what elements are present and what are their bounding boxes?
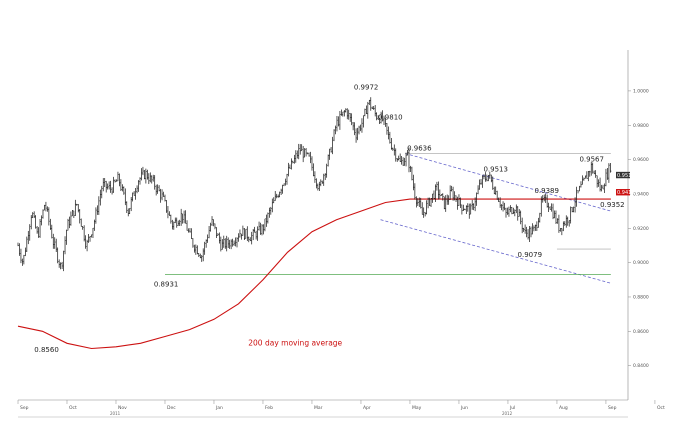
- current-value-label: 0.9410: [617, 190, 635, 196]
- y-tick-label: 0.9400: [633, 191, 649, 197]
- axes-layer: 1.0000 0.9800 0.9600 0.9400 0.9200 0.9000 0.88…: [17, 50, 665, 418]
- y-tick-label: 1.0000: [633, 88, 649, 94]
- moving-average-layer: [17, 198, 611, 350]
- x-tick-label: Jan: [215, 405, 223, 411]
- y-tick-label: 0.9600: [633, 157, 649, 163]
- x-tick-label: Nov: [118, 405, 127, 411]
- x-tick-label: Jun: [460, 405, 468, 411]
- x-tick-label: Oct: [657, 405, 665, 411]
- price-annotation: 0.9636: [407, 144, 432, 152]
- x-tick-label: Feb: [265, 405, 273, 411]
- price-annotation: 0.9352: [600, 201, 625, 209]
- x-tick-label: Aug: [559, 405, 568, 411]
- price-annotation: 0.9389: [534, 187, 559, 195]
- y-tick-label: 0.8800: [633, 294, 649, 300]
- x-tick-label: Oct: [69, 405, 77, 411]
- y-tick-label: 0.9200: [633, 226, 649, 232]
- price-annotation: 0.9810: [378, 114, 403, 122]
- price-annotation: 0.9972: [354, 84, 379, 92]
- x-year-label: 2012: [502, 411, 513, 416]
- price-annotation: 0.9513: [483, 166, 508, 174]
- x-tick-label: Mar: [314, 405, 323, 411]
- y-tick-label: 0.9000: [633, 260, 649, 266]
- annotation-layer: 0.9972 0.9810 0.9636 0.9513 0.9567 0.9389 0.93…: [34, 84, 624, 354]
- x-tick-label: Sep: [608, 405, 617, 411]
- x-tick-label: Sep: [20, 405, 29, 411]
- x-tick-label: Jul: [509, 405, 515, 411]
- trendline-channel-upper: [404, 153, 611, 212]
- x-tick-label: May: [412, 405, 422, 411]
- x-tick-label: Dec: [167, 405, 176, 411]
- price-annotation: 0.8560: [34, 346, 59, 354]
- price-annotation: 0.9079: [518, 251, 543, 259]
- price-annotation: 0.8931: [154, 280, 179, 288]
- y-tick-label: 0.8400: [633, 363, 649, 369]
- moving-average-label: 200 day moving average: [248, 338, 342, 347]
- x-tick-label: Apr: [363, 405, 371, 411]
- current-value-label: 0.9510: [617, 173, 635, 179]
- moving-average-line: [17, 198, 611, 350]
- price-bars-layer: [17, 97, 612, 272]
- y-tick-label: 0.9800: [633, 123, 649, 129]
- price-annotation: 0.9567: [579, 155, 604, 163]
- current-value-tag: [616, 189, 630, 196]
- trendline-layer: [164, 153, 611, 284]
- current-value-tag: [616, 171, 630, 179]
- x-year-label: 2011: [110, 411, 121, 416]
- y-tick-label: 0.8600: [633, 329, 649, 335]
